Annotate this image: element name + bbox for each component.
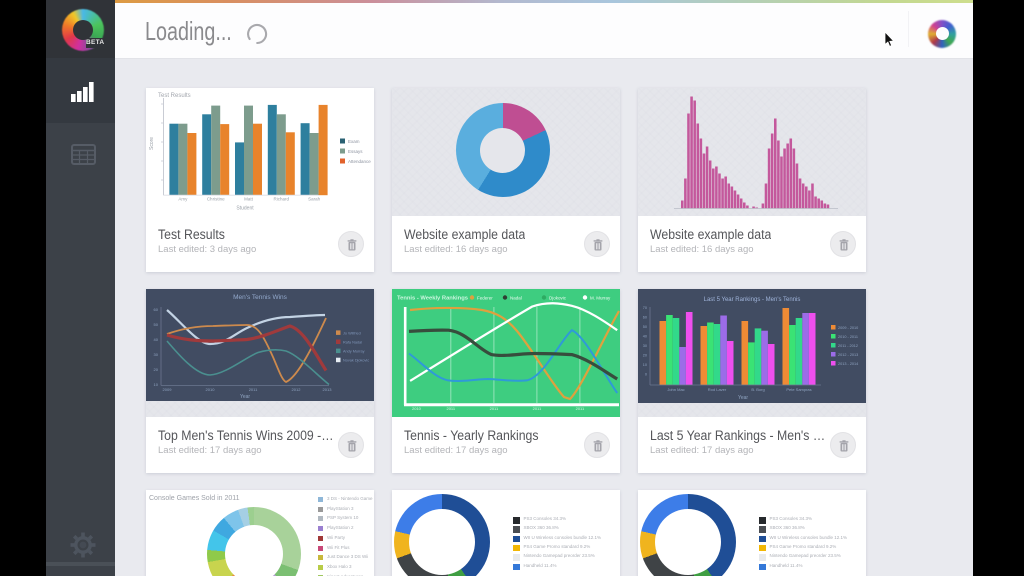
svg-text:2012: 2012 <box>292 387 302 392</box>
svg-text:Tennis - Weekly Rankings: Tennis - Weekly Rankings <box>397 296 468 302</box>
svg-text:10: 10 <box>154 382 159 387</box>
svg-text:40: 40 <box>643 335 647 339</box>
svg-text:Christine: Christine <box>207 197 225 202</box>
svg-text:Student: Student <box>236 206 254 212</box>
svg-text:10: 10 <box>643 363 647 367</box>
svg-text:2011: 2011 <box>576 406 585 411</box>
svg-text:Pete Sampras: Pete Sampras <box>786 387 811 392</box>
svg-text:Year: Year <box>738 395 748 401</box>
svg-text:Attendance: Attendance <box>348 159 371 164</box>
svg-text:2009 - 2010: 2009 - 2010 <box>838 326 858 330</box>
svg-text:Federer: Federer <box>477 296 493 301</box>
svg-text:2013 - 2014: 2013 - 2014 <box>838 362 858 366</box>
svg-text:0: 0 <box>645 373 647 377</box>
svg-text:Novak Djokovic: Novak Djokovic <box>343 359 369 363</box>
svg-text:Last 5 Year Rankings - Men's T: Last 5 Year Rankings - Men's Tennis <box>704 297 801 303</box>
svg-text:60: 60 <box>643 316 647 320</box>
svg-text:2011: 2011 <box>446 406 455 411</box>
svg-text:2010: 2010 <box>206 387 216 392</box>
svg-text:Year: Year <box>240 394 250 400</box>
svg-text:Matt: Matt <box>244 197 254 202</box>
svg-text:2010 - 2011: 2010 - 2011 <box>838 335 858 339</box>
svg-text:Rafa Nadal: Rafa Nadal <box>343 341 362 345</box>
svg-text:Jo Wilfried: Jo Wilfried <box>343 331 361 335</box>
svg-text:Score: Score <box>149 137 155 150</box>
svg-text:Exam: Exam <box>348 139 360 144</box>
svg-text:Men's Tennis Wins: Men's Tennis Wins <box>233 294 288 301</box>
svg-text:2011: 2011 <box>249 387 258 392</box>
svg-text:Rod Laver: Rod Laver <box>708 387 727 392</box>
svg-text:2012 - 2013: 2012 - 2013 <box>838 353 858 357</box>
svg-text:B. Borg: B. Borg <box>751 387 764 392</box>
svg-text:Sarah: Sarah <box>308 197 321 202</box>
svg-text:40: 40 <box>154 337 159 342</box>
svg-text:70: 70 <box>643 306 647 310</box>
svg-text:Essays: Essays <box>348 149 363 154</box>
svg-text:Nadal: Nadal <box>510 296 522 301</box>
svg-text:20: 20 <box>154 367 159 372</box>
svg-text:20: 20 <box>643 354 647 358</box>
svg-text:John Mac: John Mac <box>667 387 684 392</box>
svg-text:Amy: Amy <box>178 197 188 202</box>
svg-text:30: 30 <box>154 352 159 357</box>
svg-text:2011 - 2012: 2011 - 2012 <box>838 344 858 348</box>
svg-text:2011: 2011 <box>533 406 542 411</box>
svg-text:2009: 2009 <box>163 387 173 392</box>
svg-text:M. Murray: M. Murray <box>590 296 611 301</box>
svg-text:50: 50 <box>154 322 159 327</box>
svg-text:Andy Murray: Andy Murray <box>343 350 365 354</box>
svg-text:2010: 2010 <box>412 406 422 411</box>
svg-text:Djokovic: Djokovic <box>549 296 567 301</box>
svg-text:30: 30 <box>643 344 647 348</box>
svg-text:Test Results: Test Results <box>158 93 191 99</box>
svg-text:60: 60 <box>154 307 159 312</box>
svg-text:Richard: Richard <box>274 197 290 202</box>
svg-text:50: 50 <box>643 325 647 329</box>
svg-text:2011: 2011 <box>490 406 499 411</box>
svg-text:2013: 2013 <box>323 387 333 392</box>
